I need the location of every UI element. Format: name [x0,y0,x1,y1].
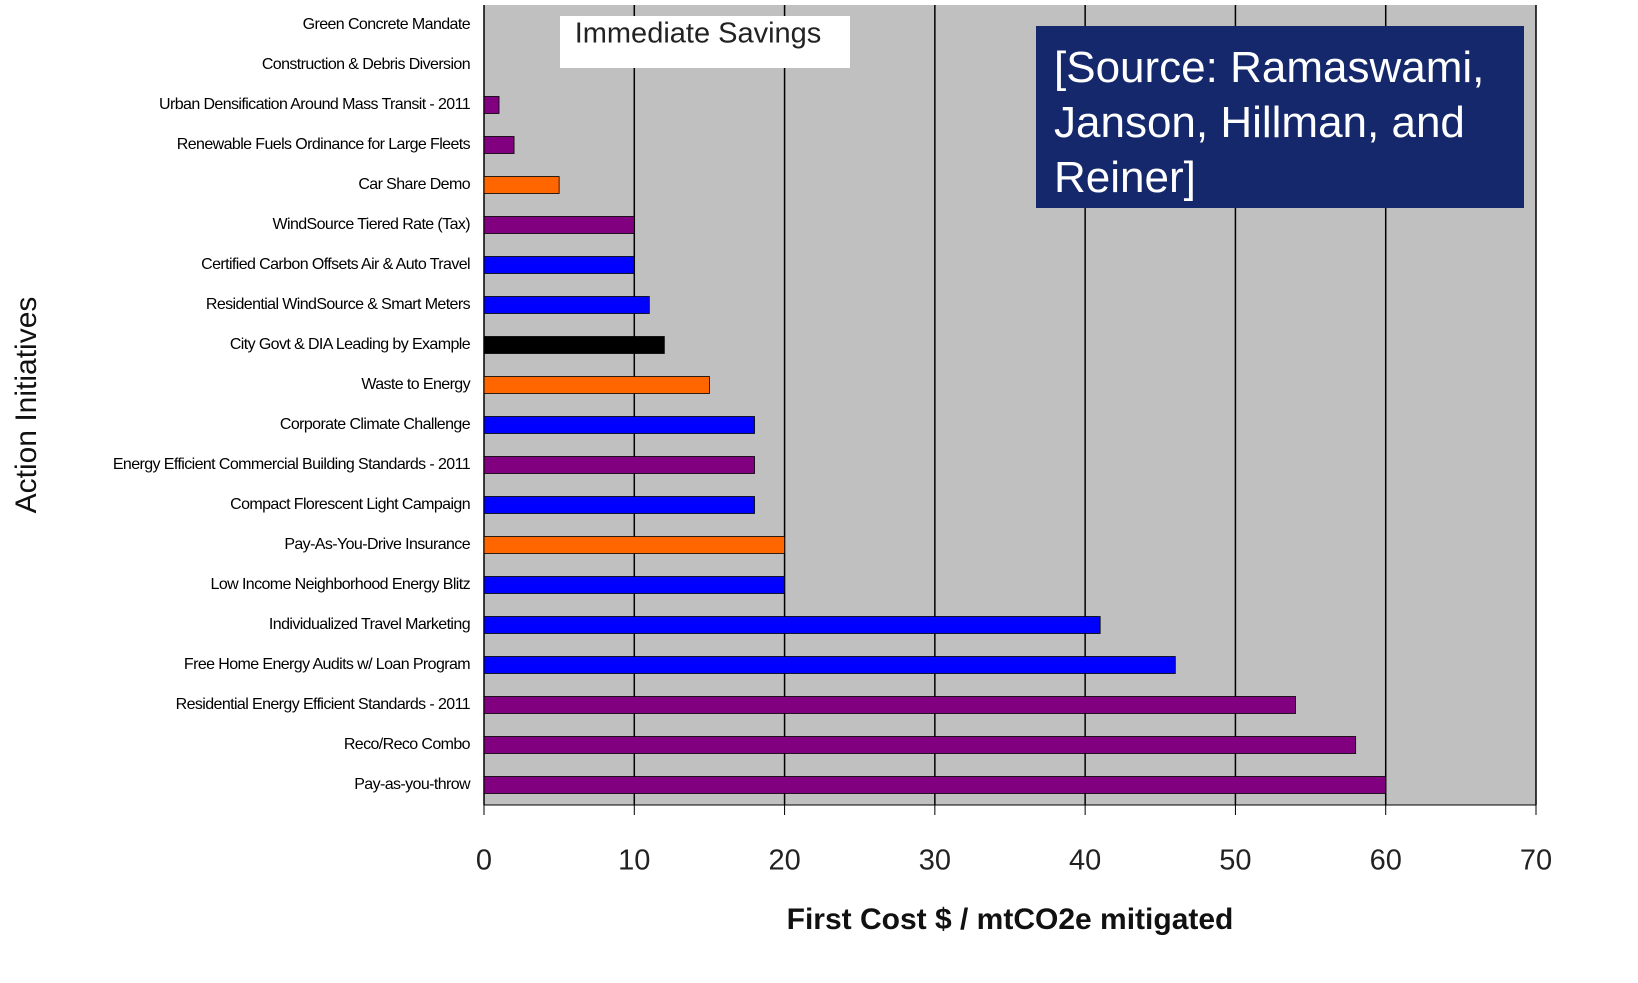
y-tick-label: Pay-as-you-throw [354,776,471,793]
y-tick-label: Green Concrete Mandate [303,16,471,33]
y-axis-label: Action Initiatives [10,297,43,514]
y-tick-label: Low Income Neighborhood Energy Blitz [211,576,471,593]
y-tick-label: Individualized Travel Marketing [269,616,470,633]
y-tick-label: Construction & Debris Diversion [262,56,470,73]
bar [483,536,785,554]
x-tick-label: 40 [1069,845,1101,877]
x-axis-label: First Cost $ / mtCO2e mitigated [787,903,1234,936]
bar [483,656,1176,674]
bar [483,776,1387,794]
bar [483,696,1296,714]
x-tick-label: 70 [1520,845,1552,877]
x-tick-label: 0 [476,845,492,877]
y-tick-label: Residential Energy Efficient Standards -… [176,696,471,713]
y-tick-label: Energy Efficient Commercial Building Sta… [113,456,471,473]
x-tick-label: 30 [919,845,951,877]
x-tick-label: 50 [1219,845,1251,877]
bar [483,336,665,354]
bar [483,136,515,154]
x-tick-label: 60 [1370,845,1402,877]
y-tick-label: City Govt & DIA Leading by Example [230,336,471,353]
y-tick-label: WindSource Tiered Rate (Tax) [272,216,470,233]
y-tick-label: Certified Carbon Offsets Air & Auto Trav… [201,256,470,273]
y-tick-label: Pay-As-You-Drive Insurance [284,536,470,553]
bar [483,416,755,434]
x-tick-label: 10 [618,845,650,877]
y-tick-label: Car Share Demo [358,176,470,193]
annotation: Immediate Savings [575,18,822,50]
y-tick-label: Waste to Energy [361,376,470,393]
bar [483,296,650,314]
y-tick-label: Renewable Fuels Ordinance for Large Flee… [177,136,471,153]
bar [483,216,635,234]
y-tick-label: Reco/Reco Combo [344,736,471,753]
bar [483,616,1101,634]
bar [483,256,635,274]
y-tick-label: Residential WindSource & Smart Meters [206,296,471,313]
y-tick-label: Urban Densification Around Mass Transit … [159,96,471,113]
bars [483,96,1387,794]
bar [483,376,710,394]
bar [483,176,560,194]
x-tick-label: 20 [768,845,800,877]
y-tick-label: Corporate Climate Challenge [280,416,471,433]
y-tick-label: Compact Florescent Light Campaign [230,496,470,513]
source-box: [Source: Ramaswami, Janson, Hillman, and… [1036,26,1524,208]
annotation-box [560,16,850,68]
bar [483,736,1357,754]
bar [483,456,755,474]
y-tick-label: Free Home Energy Audits w/ Loan Program [184,656,470,673]
bar [483,496,755,514]
bar [483,576,785,594]
bar [483,96,500,114]
